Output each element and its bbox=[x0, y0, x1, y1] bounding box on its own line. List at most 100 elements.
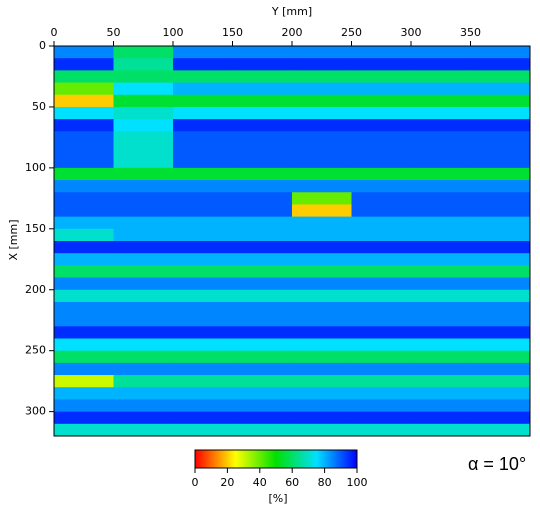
heat-cell bbox=[113, 241, 174, 254]
heat-cell bbox=[232, 94, 293, 108]
heat-cell bbox=[411, 180, 471, 193]
heat-cell bbox=[351, 423, 412, 437]
heat-cell bbox=[351, 192, 412, 205]
heat-cell bbox=[351, 350, 412, 364]
heat-cell bbox=[54, 301, 114, 315]
heat-cell bbox=[470, 180, 531, 193]
heat-cell bbox=[232, 216, 293, 230]
heat-cell bbox=[470, 326, 531, 339]
heat-cell bbox=[113, 423, 174, 437]
heat-cell bbox=[113, 301, 174, 315]
heat-cell bbox=[351, 143, 412, 157]
heat-cell bbox=[113, 277, 174, 291]
heat-cell bbox=[54, 119, 114, 132]
heat-cell bbox=[54, 265, 114, 279]
y-tick-label: 0 bbox=[39, 39, 46, 52]
heat-cell bbox=[54, 70, 114, 84]
heat-cell bbox=[173, 46, 233, 59]
heat-cell bbox=[232, 399, 293, 413]
heat-cell bbox=[411, 350, 471, 364]
heat-cell bbox=[470, 228, 531, 242]
heat-cell bbox=[351, 58, 412, 71]
heat-cell bbox=[351, 82, 412, 96]
x-tick-label: 350 bbox=[460, 26, 481, 39]
x-tick-label: 50 bbox=[107, 26, 121, 39]
heat-cell bbox=[292, 423, 352, 437]
heat-cell bbox=[292, 277, 352, 291]
heat-cell bbox=[232, 362, 293, 376]
heat-cell bbox=[351, 326, 412, 339]
heat-cell bbox=[292, 411, 352, 425]
heat-cell bbox=[411, 411, 471, 425]
heat-cell bbox=[173, 70, 233, 84]
heat-cell bbox=[470, 265, 531, 279]
heat-cell bbox=[411, 167, 471, 181]
heat-cell bbox=[232, 265, 293, 279]
heat-cell bbox=[54, 216, 114, 230]
heat-cell bbox=[292, 350, 352, 364]
heat-cell bbox=[54, 143, 114, 157]
heat-cell bbox=[113, 253, 174, 266]
heat-cell bbox=[351, 155, 412, 169]
y-tick-label: 300 bbox=[25, 405, 46, 418]
heat-cell bbox=[173, 338, 233, 352]
heat-cell bbox=[54, 314, 114, 327]
heat-cell bbox=[113, 411, 174, 425]
heat-cell bbox=[470, 399, 531, 413]
heat-cell bbox=[351, 301, 412, 315]
heat-cell bbox=[411, 204, 471, 218]
heat-cell bbox=[351, 70, 412, 84]
x-tick-label: 300 bbox=[401, 26, 422, 39]
heat-cell bbox=[292, 94, 352, 108]
heat-cell bbox=[113, 106, 174, 120]
heat-cell bbox=[470, 387, 531, 400]
heat-cell bbox=[292, 106, 352, 120]
heat-cell bbox=[113, 350, 174, 364]
heat-cell bbox=[470, 143, 531, 157]
heat-cell bbox=[411, 253, 471, 266]
heat-cell bbox=[351, 216, 412, 230]
heat-cell bbox=[470, 423, 531, 437]
colorbar-tick-label: 20 bbox=[220, 476, 234, 489]
heat-cell bbox=[232, 167, 293, 181]
heat-cell bbox=[411, 228, 471, 242]
heat-cell bbox=[113, 375, 174, 388]
heat-cell bbox=[292, 338, 352, 352]
heat-cell bbox=[113, 289, 174, 303]
heat-cell bbox=[292, 46, 352, 59]
x-tick-label: 0 bbox=[51, 26, 58, 39]
heat-cell bbox=[292, 155, 352, 169]
heat-cell bbox=[292, 192, 352, 205]
heat-cell bbox=[232, 119, 293, 132]
heat-cell bbox=[411, 58, 471, 71]
heat-cell bbox=[470, 94, 531, 108]
heat-cell bbox=[411, 265, 471, 279]
heat-cell bbox=[232, 277, 293, 291]
heat-cell bbox=[292, 289, 352, 303]
heat-cell bbox=[470, 253, 531, 266]
heat-cell bbox=[173, 362, 233, 376]
heat-cell bbox=[351, 204, 412, 218]
heat-cell bbox=[54, 253, 114, 266]
heat-cell bbox=[113, 167, 174, 181]
heat-cell bbox=[411, 106, 471, 120]
heat-cell bbox=[470, 301, 531, 315]
heat-cell bbox=[113, 131, 174, 144]
heat-cell bbox=[411, 131, 471, 144]
heat-cell bbox=[173, 58, 233, 71]
heat-cell bbox=[470, 241, 531, 254]
heat-cell bbox=[173, 265, 233, 279]
heat-cell bbox=[54, 241, 114, 254]
colorbar-tick-label: 60 bbox=[285, 476, 299, 489]
heat-cell bbox=[113, 204, 174, 218]
heat-cell bbox=[411, 399, 471, 413]
heat-cell bbox=[173, 423, 233, 437]
heat-cell bbox=[173, 399, 233, 413]
heat-cell bbox=[411, 155, 471, 169]
heat-cell bbox=[232, 46, 293, 59]
heat-cell bbox=[470, 155, 531, 169]
heat-cell bbox=[173, 192, 233, 205]
heat-cell bbox=[232, 82, 293, 96]
heat-cell bbox=[292, 143, 352, 157]
